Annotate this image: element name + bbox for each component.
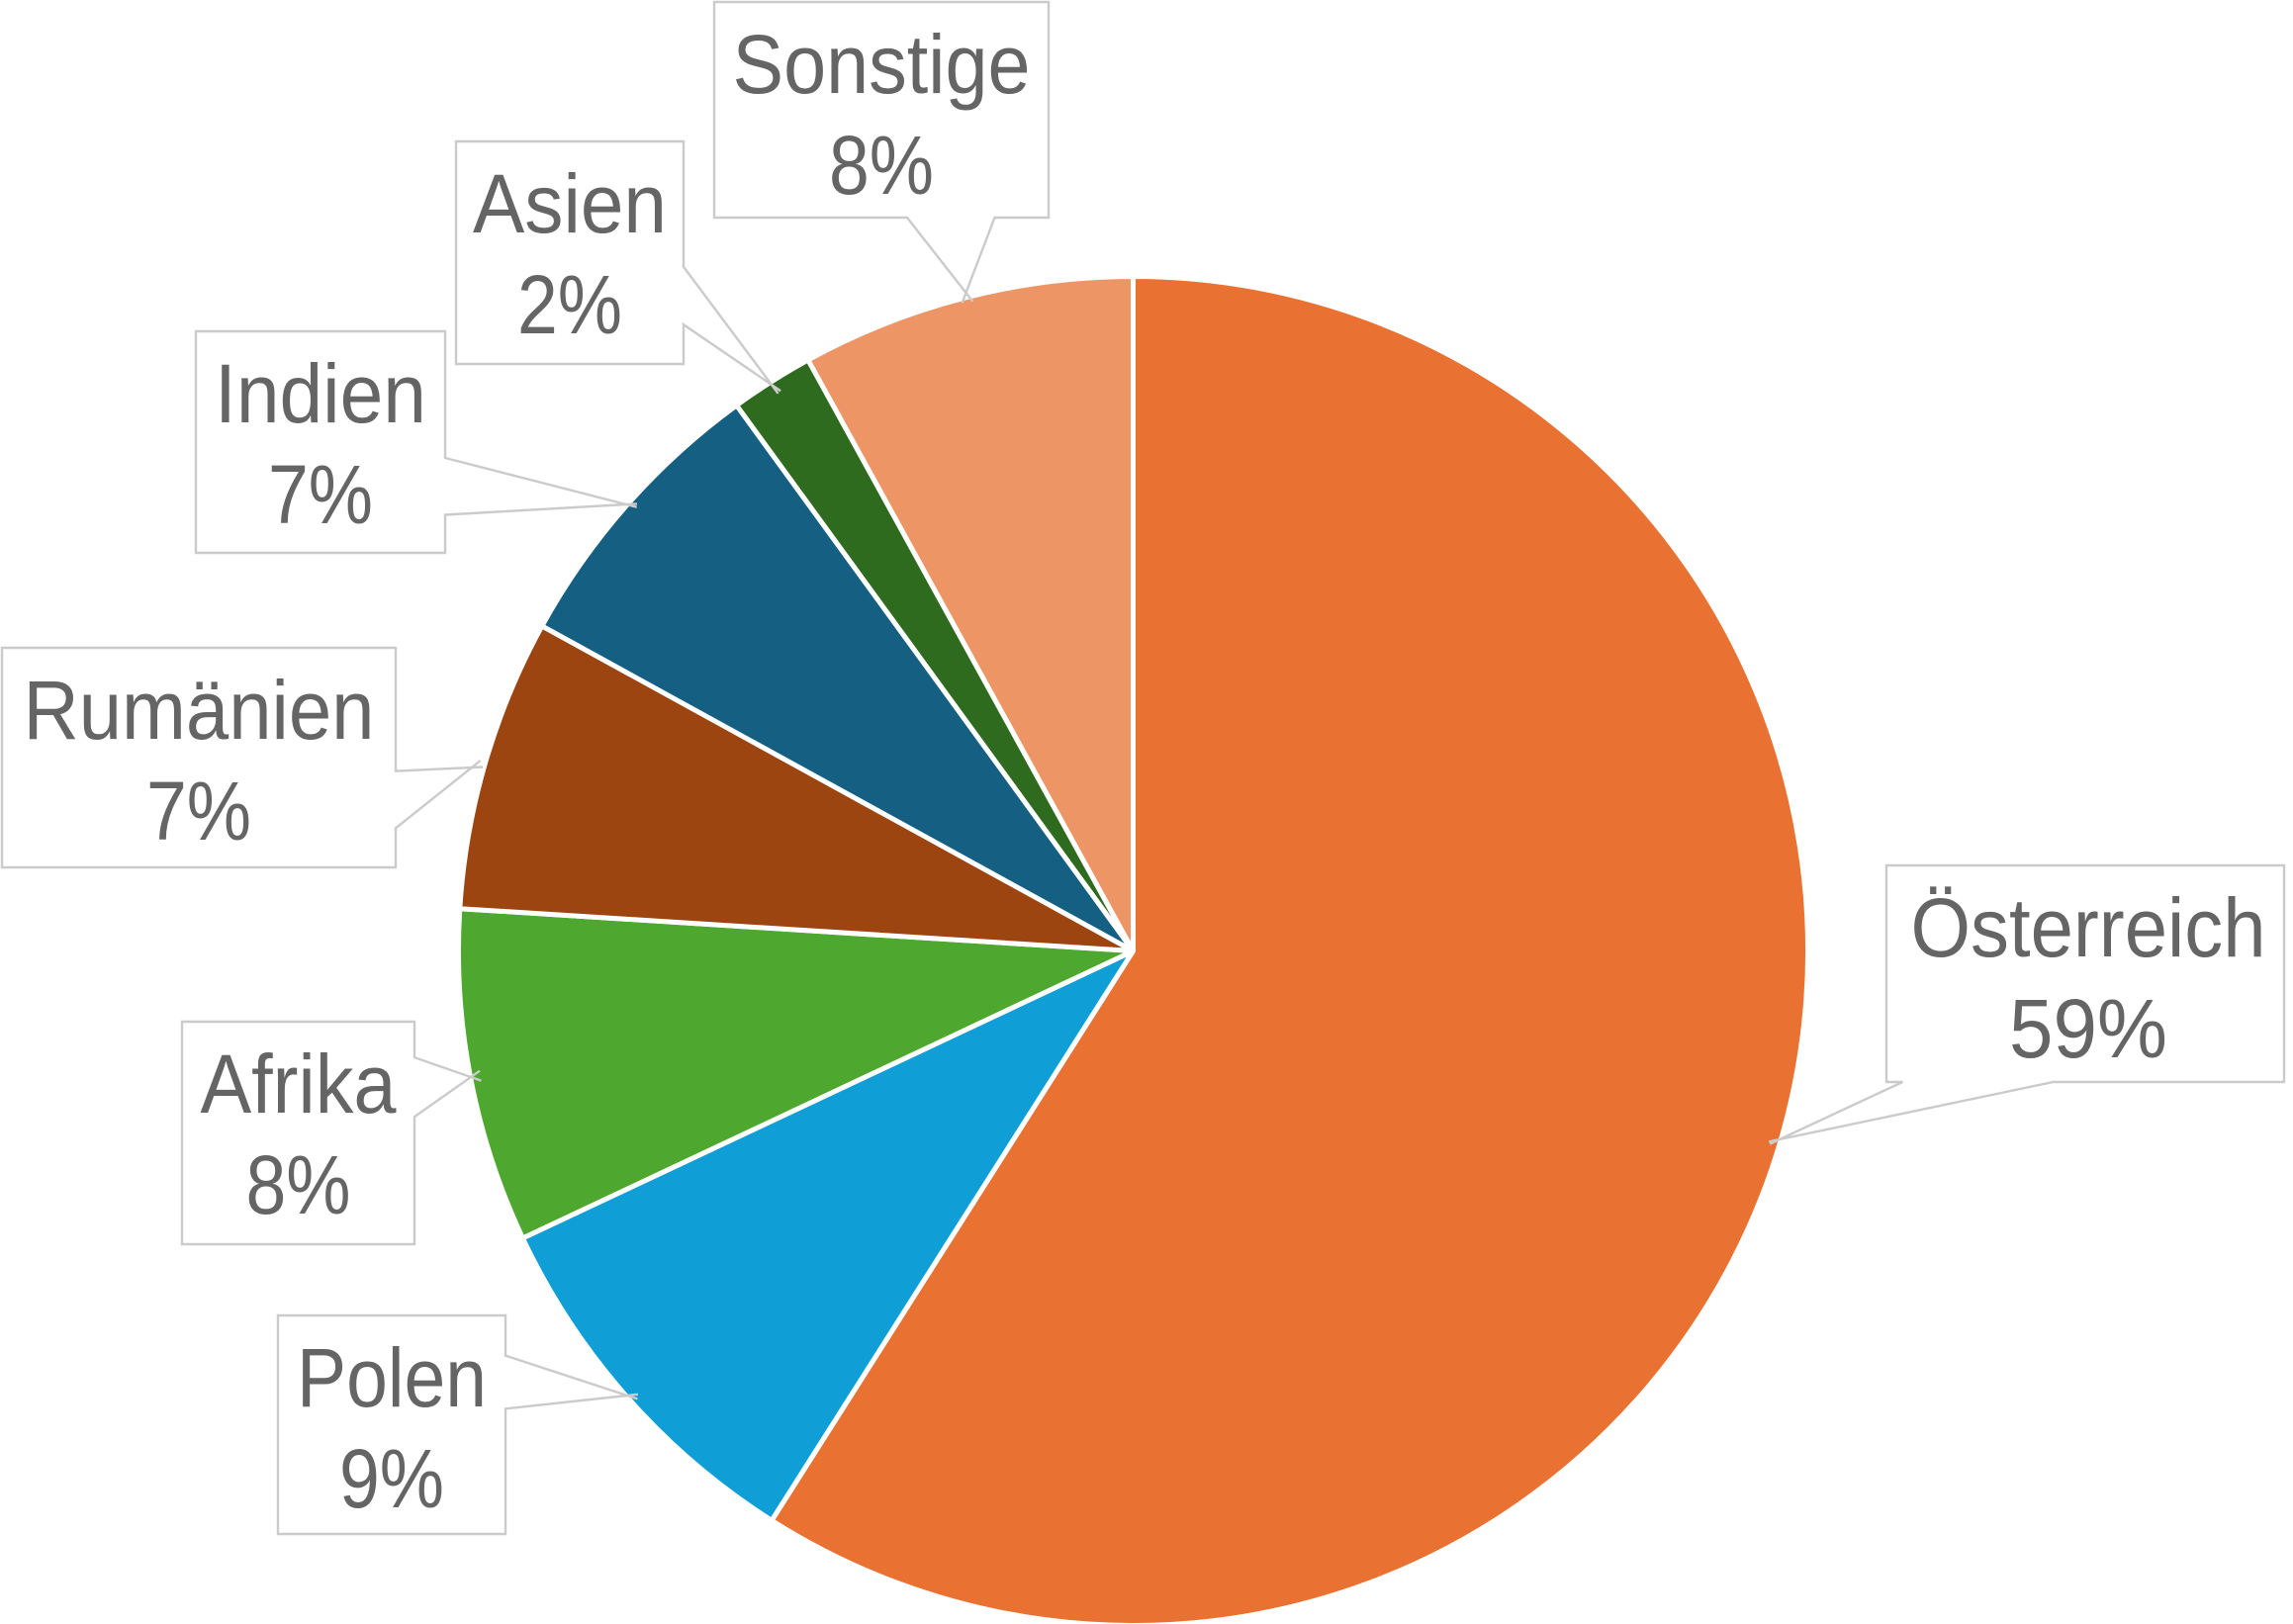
svg-text:Indien: Indien	[215, 347, 426, 440]
svg-text:Rumänien: Rumänien	[24, 664, 375, 757]
svg-text:Österreich: Österreich	[1911, 881, 2266, 974]
svg-text:7%: 7%	[268, 448, 373, 541]
svg-text:59%: 59%	[2009, 982, 2167, 1075]
svg-text:Polen: Polen	[297, 1331, 487, 1424]
svg-text:2%: 2%	[517, 258, 622, 351]
svg-text:7%: 7%	[146, 765, 251, 857]
svg-text:9%: 9%	[339, 1432, 444, 1525]
svg-text:Afrika: Afrika	[201, 1038, 397, 1130]
svg-text:Asien: Asien	[473, 157, 667, 250]
svg-text:Sonstige: Sonstige	[733, 18, 1031, 111]
svg-text:8%: 8%	[829, 119, 934, 212]
svg-text:8%: 8%	[246, 1138, 351, 1231]
